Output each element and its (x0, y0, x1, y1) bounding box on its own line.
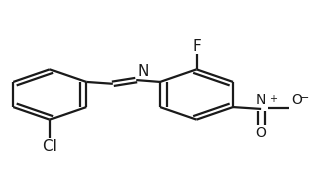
Text: O: O (256, 126, 266, 140)
Text: O: O (291, 92, 302, 107)
Text: N: N (256, 93, 266, 107)
Text: N: N (138, 64, 149, 79)
Text: Cl: Cl (42, 139, 57, 154)
Text: −: − (300, 93, 309, 103)
Text: +: + (269, 94, 277, 104)
Text: F: F (192, 39, 201, 53)
